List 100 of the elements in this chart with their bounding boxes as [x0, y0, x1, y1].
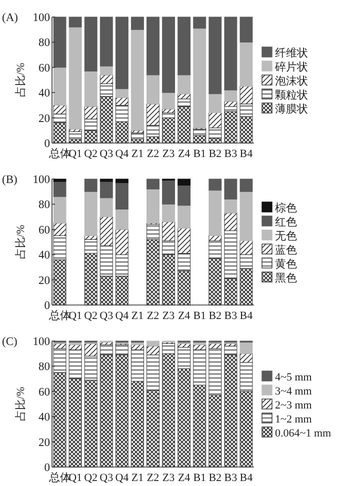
x-tick-label: 总体 — [48, 147, 71, 160]
y-tick-label: 20 — [38, 436, 50, 449]
bar — [68, 26, 82, 130]
bar — [84, 178, 98, 192]
text: 颗粒状 — [275, 90, 308, 102]
bar — [178, 205, 191, 228]
bar — [115, 88, 128, 98]
x-tick-label: B1 — [193, 472, 206, 484]
bar — [193, 16, 206, 29]
chart-title: (B) — [2, 174, 18, 186]
text: 蓝色 — [275, 244, 297, 256]
x-tick-label: Q4 — [115, 472, 130, 484]
bar — [178, 185, 191, 206]
bar — [53, 178, 66, 182]
legend-label: 3~4 mm — [275, 386, 312, 398]
bar — [146, 74, 160, 104]
bar — [115, 208, 128, 230]
x-tick-label: Q1 — [68, 472, 82, 484]
bar — [84, 191, 98, 236]
bar — [162, 92, 176, 110]
bar — [240, 16, 253, 42]
x-tick-label: Z3 — [162, 310, 176, 322]
x-tick-label: B2 — [208, 472, 222, 484]
bar — [208, 94, 222, 114]
bar — [53, 181, 66, 197]
y-tick-label: 0 — [44, 138, 50, 150]
x-tick-label: Q4 — [115, 148, 130, 160]
y-axis-title: 占比/% — [14, 386, 27, 422]
bar — [224, 16, 238, 90]
y-tick-label: 0 — [44, 462, 50, 474]
text: 1~2 mm — [275, 414, 312, 426]
bar — [208, 190, 222, 236]
bar — [240, 191, 253, 241]
text: 2~3 mm — [275, 400, 312, 412]
bar — [146, 178, 160, 190]
bar — [100, 66, 113, 76]
bar — [100, 16, 113, 66]
bar — [68, 131, 82, 140]
x-tick-label: Q2 — [84, 310, 98, 322]
bar — [178, 16, 191, 76]
y-tick-label: 20 — [38, 112, 50, 125]
x-tick-label: B1 — [193, 148, 206, 160]
x-tick-label: 总体 — [48, 309, 71, 322]
bar — [162, 180, 176, 204]
bar — [162, 16, 176, 93]
legend-label: 碎片状 — [274, 60, 308, 74]
y-tick-label: 60 — [38, 386, 50, 398]
x-tick-label: Q3 — [100, 310, 114, 322]
bar — [100, 181, 113, 198]
x-tick-label: B1 — [193, 310, 206, 322]
bar — [130, 132, 144, 140]
x-tick-label: Z2 — [146, 310, 160, 322]
x-tick-label: B2 — [208, 310, 222, 322]
x-tick-label: Z3 — [162, 148, 176, 160]
bar — [178, 74, 191, 94]
y-tick-label: 0 — [44, 300, 50, 312]
bar — [53, 16, 66, 68]
bar — [130, 16, 144, 30]
x-tick-label: Z2 — [146, 472, 160, 484]
bar — [84, 70, 98, 107]
text: 泡沫状 — [275, 74, 308, 88]
bar — [84, 16, 98, 72]
bar — [100, 178, 113, 182]
chart-title: (C) — [2, 336, 18, 348]
bar — [100, 198, 113, 218]
text: 黑色 — [275, 272, 297, 284]
bar — [224, 90, 238, 102]
chart-title: (A) — [2, 12, 18, 24]
x-tick-label: 总体 — [48, 471, 71, 484]
x-tick-label: B2 — [208, 148, 222, 160]
text: 0.064~1 mm — [275, 428, 332, 440]
y-tick-label: 100 — [32, 174, 50, 186]
text: 黄色 — [275, 258, 297, 270]
bar — [68, 16, 82, 28]
bar — [146, 16, 160, 76]
y-tick-label: 20 — [38, 274, 50, 287]
bar — [208, 178, 222, 191]
legend-label: 无色 — [275, 230, 297, 242]
x-tick-label: Z1 — [131, 472, 144, 484]
x-tick-label: Z1 — [131, 148, 144, 160]
bar — [224, 198, 238, 214]
x-tick-label: Z3 — [162, 472, 176, 484]
x-tick-label: Q3 — [100, 472, 114, 484]
bar — [240, 42, 253, 87]
x-tick-label: Z4 — [178, 472, 191, 484]
bar — [193, 28, 206, 128]
x-tick-label: Q2 — [84, 148, 98, 160]
bar — [240, 342, 253, 354]
bar — [146, 340, 160, 346]
bar — [146, 188, 160, 224]
bar — [115, 182, 128, 210]
x-tick-label: Q1 — [68, 148, 82, 160]
bar — [130, 29, 144, 131]
y-axis-title: 占比/% — [14, 224, 27, 260]
x-tick-label: Z1 — [131, 310, 144, 322]
x-tick-label: Z2 — [146, 148, 160, 160]
y-tick-label: 80 — [38, 361, 50, 374]
bar — [208, 16, 222, 94]
bar — [115, 178, 128, 184]
y-tick-label: 60 — [38, 62, 50, 74]
